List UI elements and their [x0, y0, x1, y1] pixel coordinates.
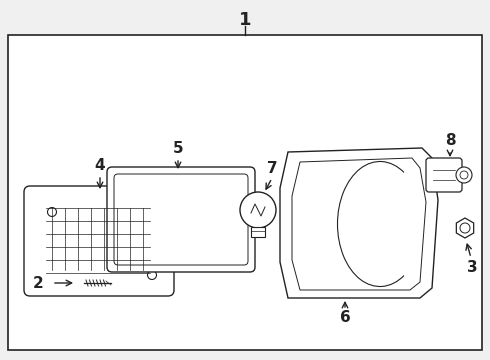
Circle shape	[48, 207, 56, 216]
Polygon shape	[292, 158, 426, 290]
Text: 5: 5	[172, 140, 183, 156]
Text: 8: 8	[445, 132, 455, 148]
FancyBboxPatch shape	[114, 174, 248, 265]
Circle shape	[240, 192, 276, 228]
Circle shape	[147, 270, 156, 279]
FancyBboxPatch shape	[78, 279, 84, 287]
Text: 1: 1	[239, 11, 251, 29]
Circle shape	[460, 171, 468, 179]
Text: 4: 4	[95, 158, 105, 172]
FancyBboxPatch shape	[251, 227, 265, 237]
Circle shape	[460, 223, 470, 233]
Text: 7: 7	[267, 161, 277, 176]
Circle shape	[456, 167, 472, 183]
Text: 3: 3	[466, 261, 477, 275]
Text: 2: 2	[33, 275, 44, 291]
FancyBboxPatch shape	[8, 35, 482, 350]
Polygon shape	[280, 148, 438, 298]
Text: 6: 6	[340, 310, 350, 325]
Polygon shape	[456, 218, 474, 238]
FancyBboxPatch shape	[24, 186, 174, 296]
FancyBboxPatch shape	[107, 167, 255, 272]
FancyBboxPatch shape	[426, 158, 462, 192]
